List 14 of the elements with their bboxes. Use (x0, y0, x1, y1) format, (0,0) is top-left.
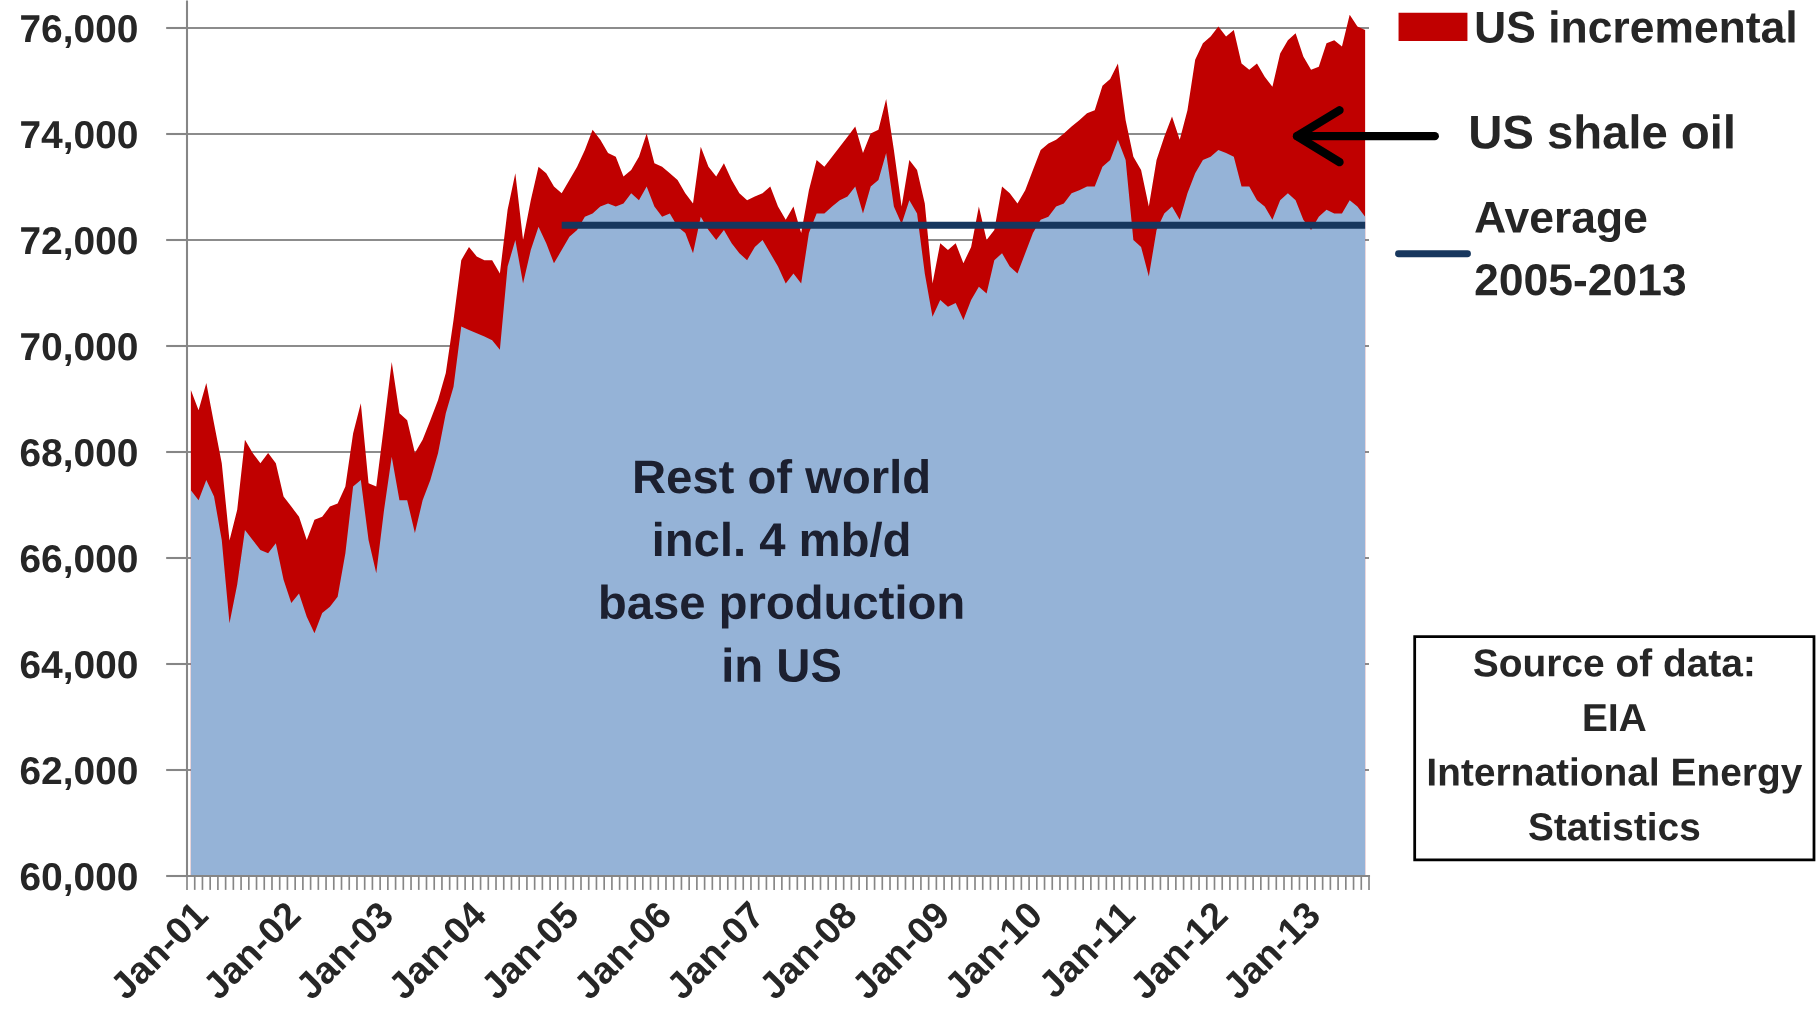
annotation: Rest of world incl. 4 mb/d base production in US (601, 458, 963, 683)
source-note: Source of data: EIA International Energy Statistics (1428, 648, 1803, 841)
y-tick-label: 76,000 (21, 14, 137, 49)
y-tick-label: 70,000 (21, 332, 137, 367)
y-tick-label: 62,000 (20, 756, 137, 791)
legend-label: Average 2005-2013 (1475, 202, 1686, 296)
y-tick-label: 72,000 (21, 226, 137, 261)
text: US shale oil (1471, 114, 1733, 149)
y-tick-label: 66,000 (20, 544, 137, 579)
y-tick-label: 60,000 (20, 862, 137, 897)
legend-label: US incremental (1476, 10, 1795, 43)
y-tick-label: 74,000 (21, 120, 137, 155)
y-tick-label: 64,000 (20, 650, 137, 685)
y-tick-label: 68,000 (20, 438, 137, 473)
